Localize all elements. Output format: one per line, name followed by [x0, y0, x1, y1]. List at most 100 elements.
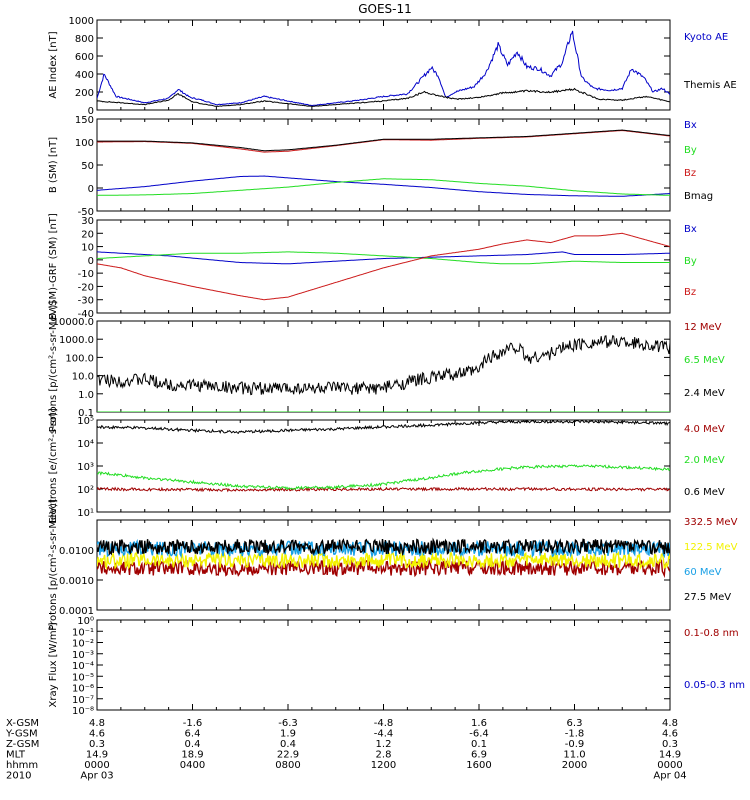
legend-entry: 6.5 MeV	[684, 355, 725, 366]
y-tick-label: 20	[81, 229, 94, 240]
y-tick-label: 400	[75, 70, 94, 81]
x-row-value: -6.3	[278, 718, 298, 729]
series-line	[97, 232, 670, 301]
legend-entry: 12 MeV	[684, 322, 722, 333]
x-row-value: 0400	[180, 760, 205, 771]
x-row-value: 4.6	[662, 729, 678, 740]
x-row-label: 2010	[6, 771, 31, 782]
x-row-value: 1200	[371, 760, 396, 771]
y-tick-label: 10⁻⁸	[72, 706, 94, 717]
legend-entry: Bmag	[684, 191, 713, 202]
x-axis-table: X-GSM 4.8 -1.6 -6.3 -4.8 1.6 6.3 4.8 Y-GSM 4.6 6.4…	[5, 718, 687, 782]
series-line	[97, 537, 670, 557]
x-row-value: 1.2	[376, 739, 392, 750]
y-tick-label: 10⁵	[77, 416, 94, 427]
series-line	[97, 175, 670, 197]
legend-entry: 60 MeV	[684, 567, 722, 578]
y-axis-label: Xray Flux [W/m²]	[48, 622, 59, 707]
x-row-value: 1600	[466, 760, 491, 771]
legend-entry: Bx	[684, 120, 697, 131]
x-row-value: 0.3	[89, 739, 105, 750]
y-tick-label: 10⁻⁴	[72, 661, 94, 672]
series-group	[97, 537, 670, 579]
y-tick-label: -50	[78, 207, 94, 218]
x-row-value: 11.0	[563, 750, 585, 761]
x-row-value: 22.9	[277, 750, 299, 761]
panel-5: 10¹ 10² 10³ 10⁴ 10⁵ Electrons [e/(cm²-s-sr)] 4…	[48, 408, 725, 524]
y-tick-label: 0.0001	[59, 606, 94, 617]
y-tick-label: 1000.0	[59, 335, 94, 346]
x-row-value: 0.4	[185, 739, 201, 750]
series-line	[97, 486, 670, 493]
legend-entry: Bx	[684, 224, 697, 235]
x-row-value: 4.8	[89, 718, 105, 729]
x-row-label: MLT	[6, 750, 26, 761]
panel-frame	[96, 320, 671, 413]
y-tick-label: 0	[88, 256, 94, 267]
legend-entry: 27.5 MeV	[684, 592, 731, 603]
x-row-label: X-GSM	[6, 718, 39, 729]
y-tick-label: 10³	[77, 462, 94, 473]
y-tick-label: 10	[81, 243, 94, 254]
y-tick-label: 150	[75, 115, 94, 126]
legend-entry: 2.0 MeV	[684, 455, 725, 466]
y-tick-label: 100.0	[65, 353, 94, 364]
y-tick-label: 30	[81, 216, 94, 227]
x-row-value: 18.9	[181, 750, 203, 761]
y-tick-label: 100	[75, 138, 94, 149]
panel-3: -40 -30 -20 -10 0 10 20 30 B (SM)-GRF (SM) [nT] B…	[48, 213, 697, 320]
series-line	[97, 335, 670, 396]
legend-entry: Bz	[684, 287, 696, 298]
legend-entry: Kyoto AE	[684, 32, 728, 43]
y-tick-label: 10⁻²	[72, 639, 94, 650]
y-tick-label: -20	[78, 282, 94, 293]
series-line	[97, 251, 670, 265]
y-axis-label: AE Index [nT]	[48, 31, 59, 98]
x-row-value: -6.4	[469, 729, 489, 740]
y-tick-label: -10	[78, 269, 94, 280]
x-row-value: Apr 03	[80, 771, 113, 782]
legend-entry: 122.5 MeV	[684, 542, 738, 553]
series-group	[97, 232, 670, 301]
x-row-value: 2.8	[376, 750, 392, 761]
y-tick-label: 1.0	[78, 390, 94, 401]
legend-entry: 0.6 MeV	[684, 487, 725, 498]
panel-frame	[96, 419, 671, 513]
legend-entry: Themis AE	[683, 80, 737, 91]
legend-entry: 0.1-0.8 nm	[684, 628, 739, 639]
series-line	[97, 129, 670, 152]
series-line	[97, 251, 670, 265]
panel-2: -50 0 50 100 150 B (SM) [nT] Bx By Bz Bmag	[48, 115, 713, 218]
legend-entry: 0.05-0.3 nm	[684, 680, 745, 691]
series-line	[97, 420, 670, 434]
x-row-value: 4.8	[662, 718, 678, 729]
x-row-value: 0800	[275, 760, 300, 771]
y-tick-label: 10⁰	[77, 616, 94, 627]
y-axis-label: Protons [p/(cm²-s-sr-MeV)]	[48, 499, 59, 631]
y-tick-label: 10¹	[77, 508, 94, 519]
series-line	[97, 464, 670, 490]
series-group	[97, 335, 670, 412]
x-row-value: -1.8	[565, 729, 585, 740]
series-line	[97, 550, 670, 571]
panel-frame	[96, 219, 671, 314]
x-row-value: 6.9	[471, 750, 487, 761]
x-row-value: Apr 04	[653, 771, 686, 782]
y-tick-label: 10⁻⁶	[72, 684, 94, 695]
x-row-value: 0.3	[662, 739, 678, 750]
series-group	[97, 420, 670, 493]
x-row-value: -4.8	[374, 718, 394, 729]
x-row-value: 2000	[562, 760, 587, 771]
x-row-label: Z-GSM	[6, 739, 39, 750]
legend-entry: Bz	[684, 168, 696, 179]
series-group	[97, 30, 670, 108]
panel-1: 0 200 400 600 800 1000 AE Index [nT] Kyoto AE Th…	[48, 16, 737, 117]
y-tick-label: 0	[88, 184, 94, 195]
x-row-value: 0000	[84, 760, 109, 771]
y-tick-label: -30	[78, 296, 94, 307]
x-row-value: -1.6	[183, 718, 203, 729]
legend-entry: 4.0 MeV	[684, 424, 725, 435]
